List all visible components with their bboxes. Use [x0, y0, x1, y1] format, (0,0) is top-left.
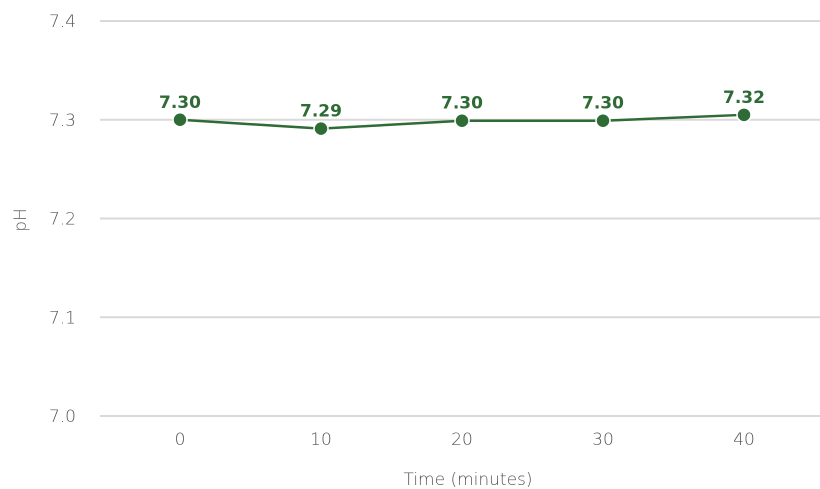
- y-tick-label: 7.1: [49, 308, 76, 328]
- data-point: [737, 108, 751, 122]
- data-label: 7.30: [441, 94, 483, 114]
- y-tick-label: 7.0: [49, 407, 76, 427]
- y-tick-label: 7.3: [49, 111, 76, 131]
- grid-layer: [100, 21, 820, 416]
- data-point: [314, 122, 328, 136]
- x-tick-label: 10: [310, 430, 332, 450]
- y-tick-label: 7.2: [49, 210, 76, 230]
- x-tick-label: 20: [451, 430, 473, 450]
- data-label: 7.29: [300, 102, 342, 122]
- y-axis-ticks: 7.0 7.1 7.2 7.3 7.4: [49, 12, 76, 427]
- y-tick-label: 7.4: [49, 12, 76, 32]
- data-label: 7.30: [582, 94, 624, 114]
- x-axis-title: Time (minutes): [403, 470, 532, 489]
- data-label: 7.30: [159, 93, 201, 113]
- data-point: [173, 113, 187, 127]
- x-tick-label: 30: [592, 430, 614, 450]
- data-label: 7.32: [723, 88, 765, 108]
- data-point: [596, 114, 610, 128]
- data-point: [455, 114, 469, 128]
- x-axis-ticks: 0 10 20 30 40: [175, 430, 755, 450]
- x-tick-label: 40: [733, 430, 755, 450]
- x-tick-label: 0: [175, 430, 186, 450]
- y-axis-title: pH: [11, 208, 31, 232]
